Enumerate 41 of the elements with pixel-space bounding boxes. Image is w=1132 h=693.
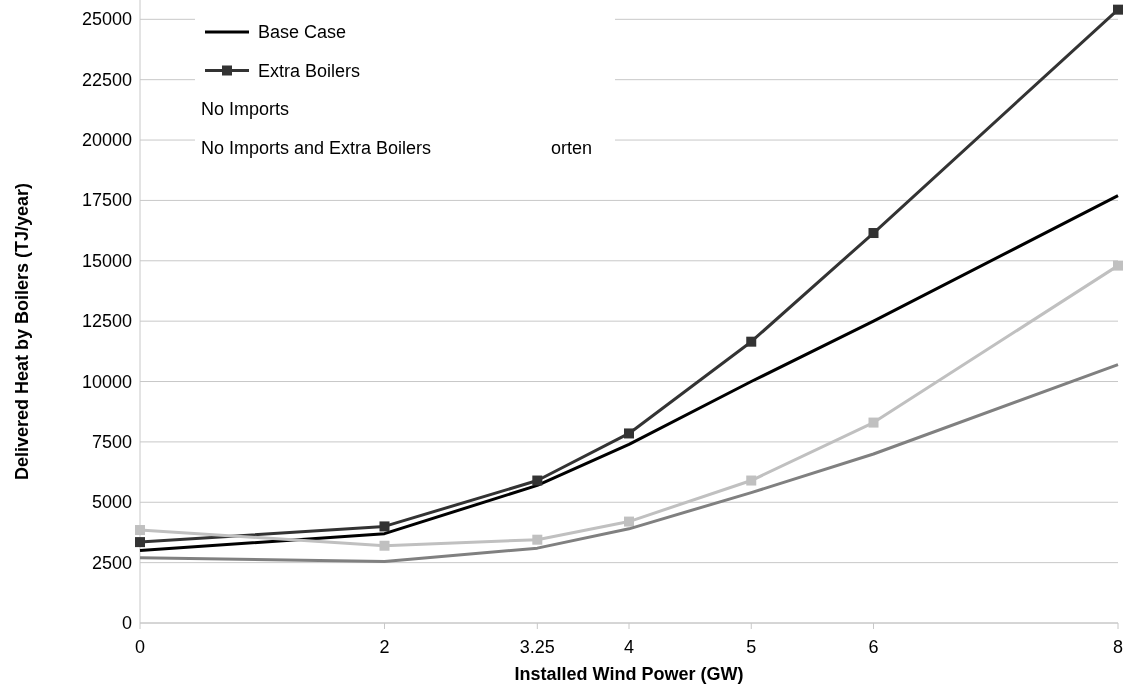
x-tick-label: 4 xyxy=(623,637,635,657)
y-tick-label: 10000 xyxy=(81,371,132,392)
point xyxy=(624,428,634,439)
x-axis-title: Installed Wind Power (GW) xyxy=(514,664,744,684)
y-tick-label: 20000 xyxy=(81,130,132,151)
point xyxy=(624,516,634,527)
y-tick-label: 25000 xyxy=(81,9,132,30)
y-tick-label: 7500 xyxy=(91,431,132,452)
point xyxy=(532,475,543,486)
annotation: No Imports and Extra Boilers xyxy=(201,137,432,158)
y-axis-title: Delivered Heat by Boilers (TJ/year) xyxy=(12,182,32,481)
x-tick-label: 2 xyxy=(379,637,390,657)
x-tick-label: 3.25 xyxy=(519,637,555,657)
y-tick-label: 0 xyxy=(121,613,132,633)
point xyxy=(135,537,145,548)
x-tick-label: 0 xyxy=(134,637,146,657)
x-tick-label: 5 xyxy=(746,637,757,657)
legend-label: Base Case xyxy=(258,22,347,42)
point xyxy=(746,336,757,347)
annotation: No Imports xyxy=(201,99,290,119)
point xyxy=(379,521,390,532)
y-tick-label: 15000 xyxy=(81,250,132,271)
annotation: orten xyxy=(551,137,593,158)
point xyxy=(868,228,879,239)
line-series xyxy=(138,194,1120,553)
y-tick-label: 2500 xyxy=(91,552,132,573)
y-tick-label: 5000 xyxy=(91,492,132,513)
y-tick-label: 12500 xyxy=(81,311,132,332)
point xyxy=(746,475,757,486)
y-tick-label: 22500 xyxy=(81,69,132,90)
legend-label: Extra Boilers xyxy=(258,60,361,81)
point xyxy=(379,540,390,551)
point xyxy=(868,417,879,428)
x-tick-label: 6 xyxy=(868,637,879,657)
line-series xyxy=(138,363,1120,563)
point xyxy=(1113,4,1123,15)
point xyxy=(1113,260,1123,271)
point xyxy=(532,534,543,545)
x-tick-label: 8 xyxy=(1112,637,1124,657)
point xyxy=(135,525,145,536)
y-tick-label: 17500 xyxy=(81,190,132,211)
